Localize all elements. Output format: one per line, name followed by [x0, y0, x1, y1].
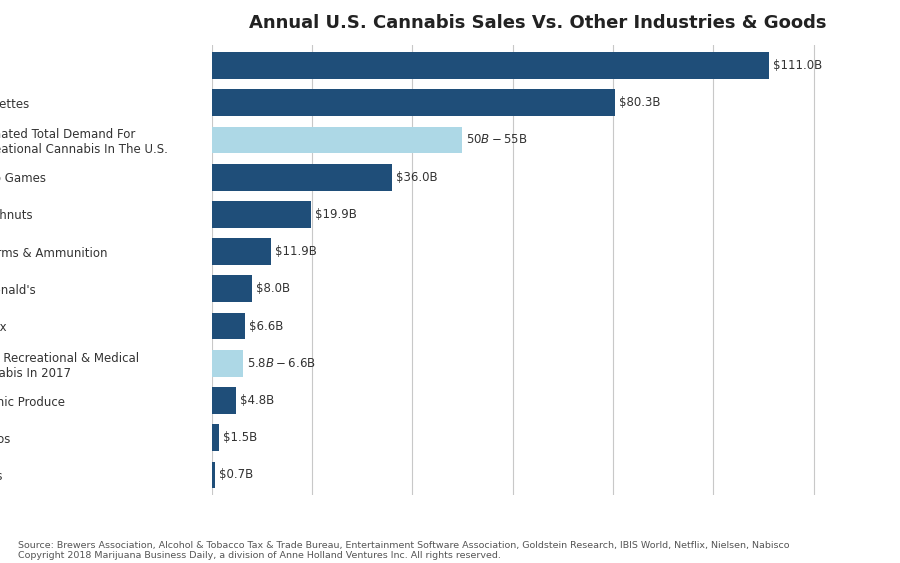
Text: $11.9B: $11.9B [275, 245, 317, 258]
Bar [212, 387, 236, 414]
Text: $19.9B: $19.9B [315, 208, 357, 221]
Bar [212, 127, 463, 153]
Text: $4.8B: $4.8B [239, 394, 274, 407]
Text: $80.3B: $80.3B [618, 96, 660, 109]
Bar [212, 312, 245, 339]
Bar [212, 238, 271, 265]
Bar [212, 275, 252, 302]
Bar [212, 350, 243, 377]
Text: $1.5B: $1.5B [223, 431, 257, 444]
Text: $50B -$55B: $50B -$55B [466, 133, 528, 146]
Title: Annual U.S. Cannabis Sales Vs. Other Industries & Goods: Annual U.S. Cannabis Sales Vs. Other Ind… [249, 15, 826, 33]
Text: $5.8B -$6.6B: $5.8B -$6.6B [247, 357, 315, 370]
Text: $36.0B: $36.0B [396, 171, 437, 184]
Text: $6.6B: $6.6B [248, 320, 283, 333]
Bar [212, 90, 615, 116]
Text: $0.7B: $0.7B [219, 468, 253, 481]
Bar [212, 52, 769, 79]
Text: Source: Brewers Association, Alcohol & Tobacco Tax & Trade Bureau, Entertainment: Source: Brewers Association, Alcohol & T… [18, 541, 789, 560]
Bar [212, 164, 392, 191]
Text: $8.0B: $8.0B [256, 283, 290, 296]
Bar [212, 462, 215, 488]
Bar [212, 425, 219, 451]
Bar [212, 201, 311, 228]
Text: $111.0B: $111.0B [772, 59, 822, 72]
